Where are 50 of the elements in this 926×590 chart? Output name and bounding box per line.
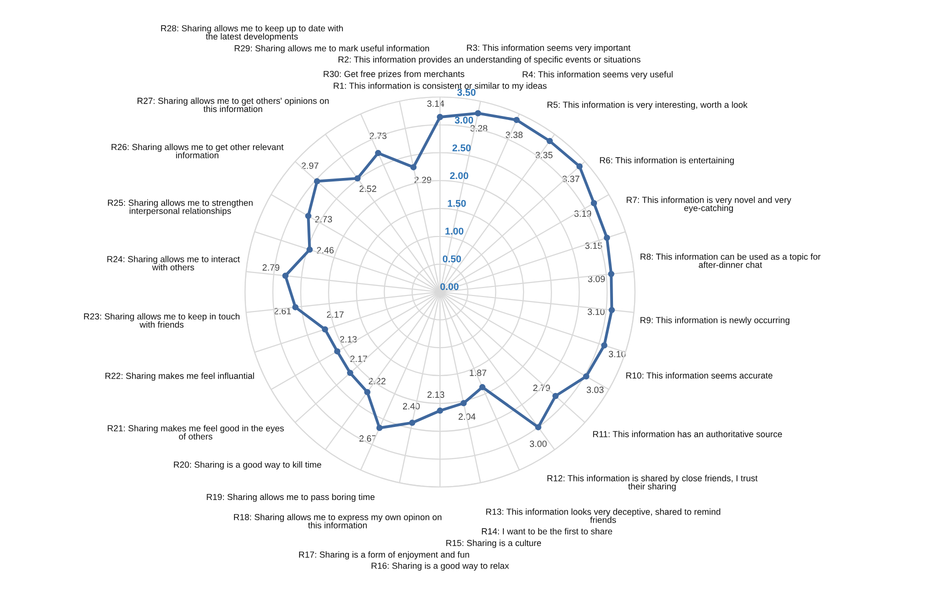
spoke-label: R14: I want to be the first to share xyxy=(482,528,612,534)
spoke-label: R16: Sharing is a good way to relax xyxy=(372,562,509,571)
spoke-label: R12: This information is shared by close friends, I trust their sharing xyxy=(547,474,758,492)
data-label: 2.17 xyxy=(326,311,344,318)
spoke-label: R5: This information is very interesting, worth a look xyxy=(548,101,748,110)
y-tick-label: 2.00 xyxy=(450,172,468,180)
y-tick-label: 1.50 xyxy=(448,200,466,207)
spoke-label: R8: This information can be used as a topic for after-dinner chat xyxy=(640,253,821,268)
y-tick-label: 3.50 xyxy=(457,88,476,96)
spoke-label: R29: Sharing allows me to mark useful information xyxy=(234,44,430,54)
data-label: 3.14 xyxy=(427,100,444,107)
data-label: 3.09 xyxy=(588,276,605,282)
spoke-label: R23: Sharing allows me to keep in touch with friends xyxy=(84,313,240,328)
data-label: 2.13 xyxy=(340,336,357,343)
spoke-label: R30: Get free prizes from merchants xyxy=(324,70,464,79)
spoke-label: R9: This information is newly occurring xyxy=(640,316,790,325)
data-label: 2.52 xyxy=(360,186,376,192)
spoke-label: R10: This information seems accurate xyxy=(626,372,772,379)
spoke-label: R26: Sharing allows me to get other relevant information xyxy=(112,144,284,158)
spoke-label: R21: Sharing makes me feel good in the eyes of others xyxy=(108,424,284,440)
spoke-label: R6: This information is entertaining xyxy=(600,156,734,166)
data-label: 2.97 xyxy=(302,162,318,169)
spoke-label: R20: Sharing is a good way to kill time xyxy=(174,461,322,470)
data-label: 3.00 xyxy=(530,440,547,447)
spoke-label: R22: Sharing makes me feel influantial xyxy=(105,372,254,381)
spoke-label: R28: Sharing allows me to keep up to date with the latest developments xyxy=(161,24,343,42)
spoke-label: R15: Sharing is a culture xyxy=(446,540,542,548)
y-tick-label: 0.50 xyxy=(442,255,461,262)
spoke-label: R25: Sharing allows me to strengthen interpersonal relationships xyxy=(108,199,253,216)
data-label: 2.13 xyxy=(428,391,444,398)
y-tick-label: 1.00 xyxy=(445,228,464,235)
spoke-label: R18: Sharing allows me to express my own opinon on this information xyxy=(234,514,442,528)
spoke-label: R11: This information has an authoritative source xyxy=(593,430,782,438)
data-label: 1.87 xyxy=(470,370,486,376)
y-tick-label: 2.50 xyxy=(452,144,471,152)
spoke-label: R27: Sharing allows me to get others' opinions on this information xyxy=(138,97,329,112)
spoke-label: R2: This information provides an understanding of specific events or situations xyxy=(338,56,640,64)
data-label: 3.38 xyxy=(506,132,523,138)
y-tick-label: 0.00 xyxy=(440,283,459,290)
spoke-label: R19: Sharing allows me to pass boring time xyxy=(206,494,375,502)
data-label: 2.79 xyxy=(262,264,280,271)
spoke-label: R7: This information is very novel and very eye-catching xyxy=(626,196,792,213)
spoke-label: R3: This information seems very important xyxy=(467,44,630,53)
data-label: 3.03 xyxy=(586,386,604,394)
spoke-label: R13: This information looks very deceptive, shared to remind friends xyxy=(486,508,720,523)
spoke-label: R4: This information seems very useful xyxy=(522,71,673,80)
spoke-label: R17: Sharing is a form of enjoyment and fun xyxy=(299,551,470,560)
data-label: 3.35 xyxy=(536,152,553,158)
spoke-label: R24: Sharing allows me to interact with others xyxy=(107,256,240,270)
y-tick-label: 3.00 xyxy=(454,116,474,124)
